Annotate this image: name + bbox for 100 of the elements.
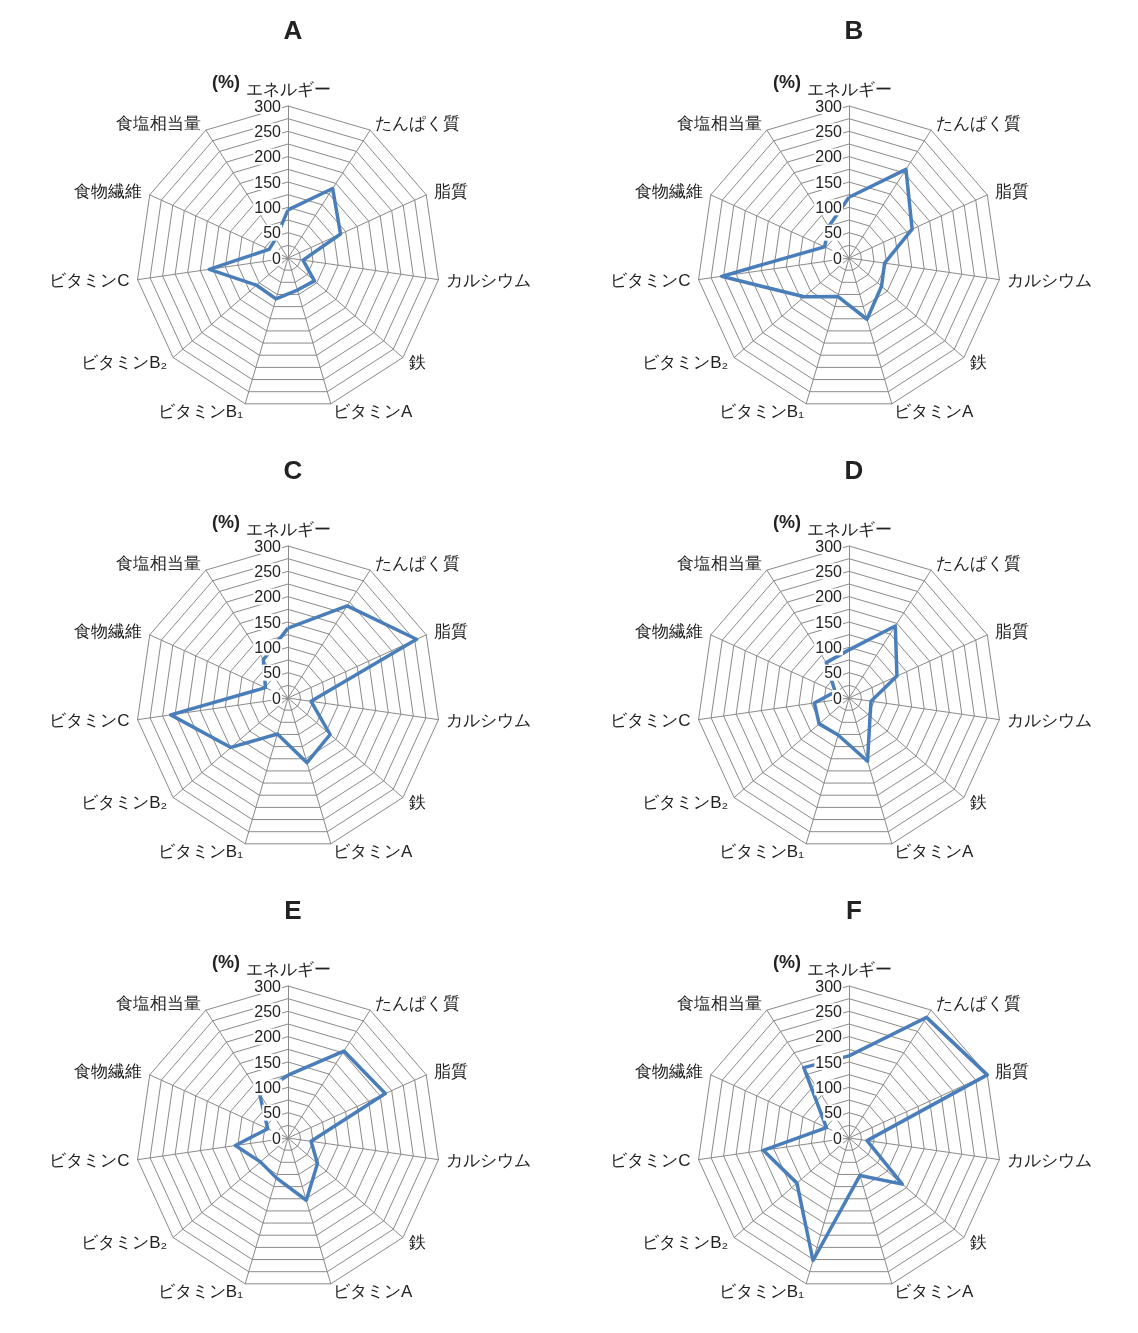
- spoke-label: 食物繊維: [635, 1062, 704, 1082]
- spoke-label: たんぱく質: [374, 553, 460, 573]
- spoke-label: ビタミンB₁: [718, 402, 805, 422]
- spoke-label: エネルギー: [245, 80, 331, 99]
- spoke-label: ビタミンA: [894, 402, 975, 422]
- y-tick-label: 100: [254, 198, 282, 216]
- spoke-label: たんぱく質: [374, 113, 460, 133]
- y-tick-label: 50: [263, 664, 282, 682]
- y-tick-label: 100: [815, 638, 843, 656]
- chart-title: C: [283, 455, 303, 485]
- spoke-label: エネルギー: [806, 960, 892, 979]
- spoke-label: たんぱく質: [935, 113, 1021, 133]
- spoke-label: 脂質: [433, 182, 468, 202]
- chart-title: B: [844, 15, 864, 45]
- spoke-label: たんぱく質: [935, 993, 1021, 1013]
- y-tick-label: 150: [815, 1053, 843, 1071]
- y-tick-label: 50: [263, 224, 282, 242]
- spoke-label: ビタミンA: [333, 842, 414, 862]
- spoke-label: 食物繊維: [635, 182, 704, 202]
- text: (%): [212, 72, 240, 92]
- y-tick-label: 100: [254, 1078, 282, 1096]
- y-tick-label: 200: [815, 588, 843, 606]
- spoke-label: エネルギー: [806, 520, 892, 539]
- spoke-label: 鉄: [408, 1233, 426, 1253]
- spoke-label: 食物繊維: [74, 1062, 143, 1082]
- spoke-label: ビタミンC: [49, 1151, 130, 1171]
- y-tick-label: 150: [815, 173, 843, 191]
- chart-title: D: [844, 455, 864, 485]
- y-tick-label: 300: [815, 977, 843, 995]
- spoke-label: ビタミンC: [610, 1151, 691, 1171]
- y-tick-label: 300: [254, 537, 282, 555]
- spoke-label: ビタミンB₁: [718, 842, 805, 862]
- spoke-label: たんぱく質: [935, 553, 1021, 573]
- spoke-label: ビタミンB₁: [157, 842, 244, 862]
- spoke-label: ビタミンB₂: [81, 353, 168, 373]
- spoke-label: 鉄: [408, 793, 426, 813]
- y-tick-label: 150: [254, 173, 282, 191]
- spoke-label: ビタミンB₂: [642, 1233, 729, 1253]
- spoke-label: 脂質: [994, 182, 1029, 202]
- spoke-label: ビタミンB₂: [81, 793, 168, 813]
- y-tick-label: 150: [815, 613, 843, 631]
- spoke-label: ビタミンA: [333, 1282, 414, 1302]
- y-tick-label: 250: [815, 562, 843, 580]
- spoke-label: 食塩相当量: [116, 993, 202, 1013]
- text: (%): [773, 952, 801, 972]
- text: (%): [773, 512, 801, 532]
- spoke-label: 食塩相当量: [116, 553, 202, 573]
- spoke-label: 食物繊維: [74, 622, 143, 642]
- spoke-label: 食塩相当量: [677, 993, 763, 1013]
- spoke-label: 鉄: [969, 793, 987, 813]
- y-tick-label: 250: [815, 122, 843, 140]
- spoke-label: 脂質: [433, 1062, 468, 1082]
- y-tick-label: 100: [254, 638, 282, 656]
- spoke-label: ビタミンB₂: [81, 1233, 168, 1253]
- spoke-label: カルシウム: [1007, 1151, 1093, 1171]
- y-tick-label: 50: [824, 664, 843, 682]
- y-tick-label: 300: [254, 977, 282, 995]
- y-tick-label: 150: [254, 1053, 282, 1071]
- spoke-label: 食塩相当量: [677, 553, 763, 573]
- spoke-label: ビタミンA: [894, 842, 975, 862]
- spoke-label: エネルギー: [245, 520, 331, 539]
- spoke-label: ビタミンA: [894, 1282, 975, 1302]
- y-tick-label: 250: [815, 1002, 843, 1020]
- y-tick-label: 200: [254, 588, 282, 606]
- y-tick-label: 100: [815, 198, 843, 216]
- spoke-label: ビタミンC: [49, 711, 130, 731]
- y-tick-label: 150: [254, 613, 282, 631]
- spoke-label: ビタミンC: [610, 271, 691, 291]
- spoke-label: ビタミンC: [49, 271, 130, 291]
- spoke-label: 脂質: [994, 622, 1029, 642]
- y-tick-label: 300: [254, 97, 282, 115]
- spoke-label: エネルギー: [806, 80, 892, 99]
- y-tick-label: 50: [824, 1104, 843, 1122]
- spoke-label: 鉄: [969, 353, 987, 373]
- spoke-label: 食物繊維: [74, 182, 143, 202]
- y-tick-label: 300: [815, 97, 843, 115]
- spoke-label: エネルギー: [245, 960, 331, 979]
- y-tick-label: 200: [815, 148, 843, 166]
- chart-title: F: [846, 895, 862, 925]
- text: (%): [212, 512, 240, 532]
- y-tick-label: 300: [815, 537, 843, 555]
- spoke-label: カルシウム: [446, 711, 532, 731]
- spoke-label: 食塩相当量: [116, 113, 202, 133]
- y-tick-label: 200: [815, 1028, 843, 1046]
- y-tick-label: 100: [815, 1078, 843, 1096]
- spoke-label: ビタミンB₁: [157, 1282, 244, 1302]
- spoke-label: 食物繊維: [635, 622, 704, 642]
- spoke-label: ビタミンC: [610, 711, 691, 731]
- y-tick-label: 200: [254, 148, 282, 166]
- chart-title: A: [283, 15, 303, 45]
- spoke-label: カルシウム: [1007, 271, 1093, 291]
- spoke-label: 食塩相当量: [677, 113, 763, 133]
- spoke-label: カルシウム: [446, 1151, 532, 1171]
- spoke-label: たんぱく質: [374, 993, 460, 1013]
- spoke-label: ビタミンB₁: [157, 402, 244, 422]
- text: (%): [212, 952, 240, 972]
- y-tick-label: 50: [824, 224, 843, 242]
- y-tick-label: 250: [254, 562, 282, 580]
- spoke-label: カルシウム: [1007, 711, 1093, 731]
- spoke-label: 鉄: [408, 353, 426, 373]
